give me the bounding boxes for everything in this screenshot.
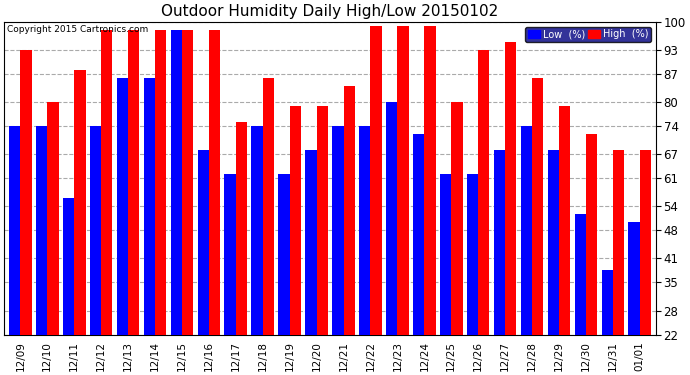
Title: Outdoor Humidity Daily High/Low 20150102: Outdoor Humidity Daily High/Low 20150102 [161, 4, 499, 19]
Bar [90, 126, 101, 335]
Bar [521, 126, 532, 335]
Bar [602, 270, 613, 334]
Bar [278, 174, 290, 334]
Bar [170, 30, 182, 334]
Bar [451, 102, 462, 334]
Bar [397, 26, 408, 334]
Bar [629, 222, 640, 334]
Bar [532, 78, 543, 334]
Bar [386, 102, 397, 334]
Bar [263, 78, 274, 334]
Bar [640, 150, 651, 334]
Bar [505, 42, 516, 334]
Bar [290, 106, 301, 334]
Bar [236, 122, 247, 334]
Bar [305, 150, 317, 334]
Bar [63, 198, 75, 334]
Bar [413, 134, 424, 334]
Bar [197, 150, 209, 334]
Bar [224, 174, 236, 334]
Bar [101, 30, 112, 334]
Bar [36, 126, 47, 335]
Bar [344, 86, 355, 334]
Bar [117, 78, 128, 334]
Bar [209, 30, 220, 334]
Bar [613, 150, 624, 334]
Bar [128, 30, 139, 334]
Bar [317, 106, 328, 334]
Bar [559, 106, 571, 334]
Bar [332, 126, 344, 335]
Bar [9, 126, 20, 335]
Bar [155, 30, 166, 334]
Bar [359, 126, 371, 335]
Text: Copyright 2015 Cartronics.com: Copyright 2015 Cartronics.com [8, 25, 148, 34]
Bar [548, 150, 559, 334]
Bar [144, 78, 155, 334]
Legend: Low  (%), High  (%): Low (%), High (%) [525, 27, 651, 42]
Bar [251, 126, 263, 335]
Bar [20, 50, 32, 334]
Bar [575, 214, 586, 334]
Bar [424, 26, 435, 334]
Bar [47, 102, 59, 334]
Bar [182, 30, 193, 334]
Bar [75, 70, 86, 334]
Bar [467, 174, 478, 334]
Bar [586, 134, 598, 334]
Bar [478, 50, 489, 334]
Bar [494, 150, 505, 334]
Bar [371, 26, 382, 334]
Bar [440, 174, 451, 334]
